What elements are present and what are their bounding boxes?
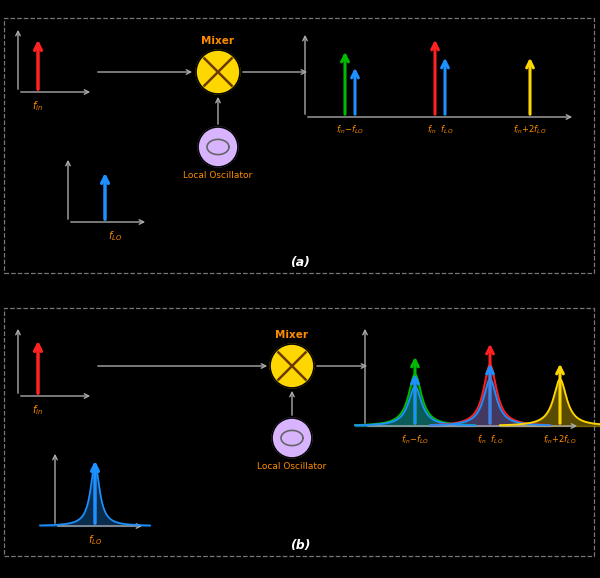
Circle shape bbox=[270, 344, 314, 388]
Text: (b): (b) bbox=[290, 539, 310, 552]
Text: $f_{LO}$: $f_{LO}$ bbox=[88, 533, 102, 547]
Text: $f_{in}$$+2f_{LO}$: $f_{in}$$+2f_{LO}$ bbox=[513, 124, 547, 136]
Text: $f_{in}$$+2f_{LO}$: $f_{in}$$+2f_{LO}$ bbox=[543, 433, 577, 446]
Circle shape bbox=[196, 50, 240, 94]
Text: $f_{in}$  $f_{LO}$: $f_{in}$ $f_{LO}$ bbox=[427, 124, 453, 136]
Text: Local Oscillator: Local Oscillator bbox=[184, 171, 253, 180]
Text: (a): (a) bbox=[290, 256, 310, 269]
Text: Mixer: Mixer bbox=[275, 330, 308, 340]
Text: $f_{LO}$: $f_{LO}$ bbox=[108, 229, 122, 243]
Text: $f_{in}$  $f_{LO}$: $f_{in}$ $f_{LO}$ bbox=[477, 433, 503, 446]
Text: Local Oscillator: Local Oscillator bbox=[257, 462, 326, 471]
Text: $f_{in}$$-$$f_{LO}$: $f_{in}$$-$$f_{LO}$ bbox=[336, 124, 364, 136]
Circle shape bbox=[272, 418, 312, 458]
Text: $f_{in}$: $f_{in}$ bbox=[32, 99, 44, 113]
Text: $f_{in}$: $f_{in}$ bbox=[32, 403, 44, 417]
Text: $f_{in}$$-$$f_{LO}$: $f_{in}$$-$$f_{LO}$ bbox=[401, 433, 429, 446]
Circle shape bbox=[198, 127, 238, 167]
Text: Mixer: Mixer bbox=[202, 36, 235, 46]
